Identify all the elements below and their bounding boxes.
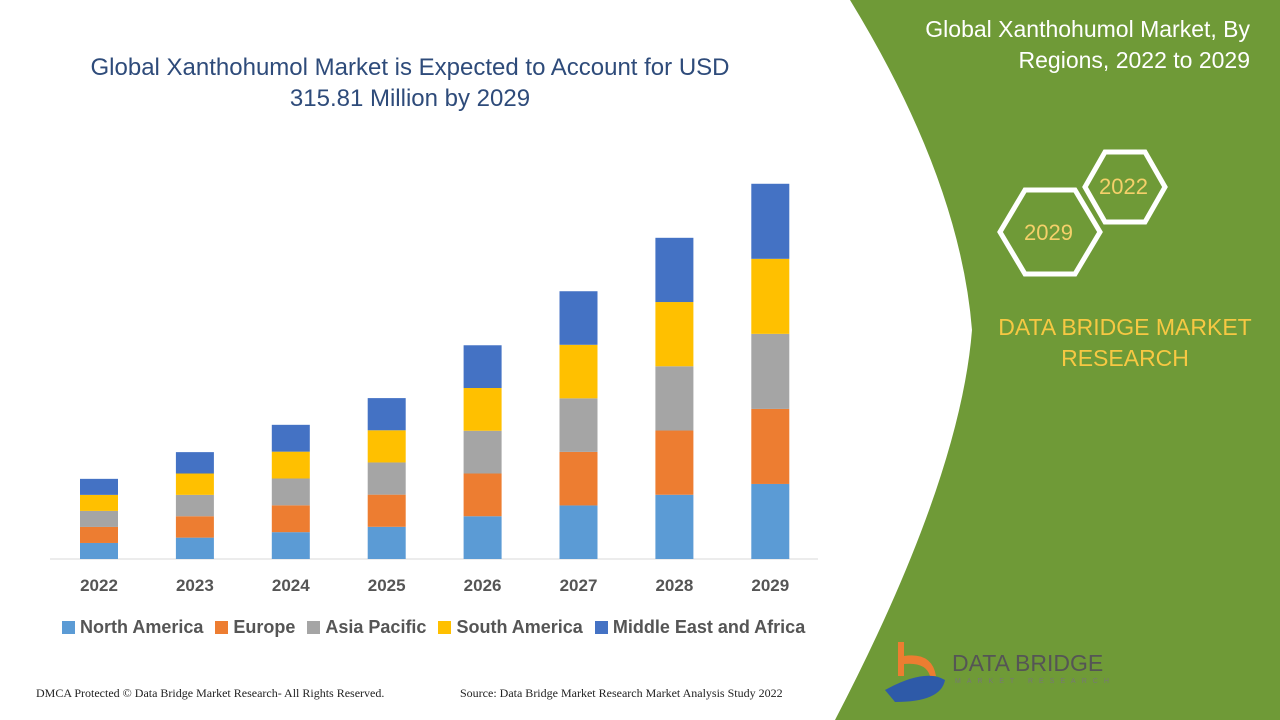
hex-2029-icon bbox=[997, 187, 1103, 277]
x-tick-label: 2022 bbox=[80, 576, 118, 595]
legend-item: Europe bbox=[215, 617, 295, 638]
bar-segment bbox=[80, 494, 118, 511]
legend-label: Asia Pacific bbox=[325, 617, 427, 637]
x-tick-label: 2028 bbox=[655, 576, 694, 595]
x-tick-label: 2025 bbox=[367, 576, 406, 595]
legend-swatch bbox=[594, 621, 608, 634]
bar-segment bbox=[80, 510, 118, 527]
x-tick-label: 2023 bbox=[175, 576, 214, 595]
bar-segment bbox=[559, 505, 598, 559]
x-tick-label: 2026 bbox=[463, 576, 502, 595]
legend-label: Middle East and Africa bbox=[612, 617, 806, 637]
bar-segment bbox=[559, 344, 598, 399]
bar-segment bbox=[751, 258, 790, 334]
bar-segment bbox=[367, 430, 406, 463]
bar-segment bbox=[655, 430, 694, 495]
legend-item: South America bbox=[438, 617, 583, 638]
footer-copyright: DMCA Protected © Data Bridge Market Rese… bbox=[36, 686, 385, 700]
x-tick-label: 2027 bbox=[559, 576, 598, 595]
bar-segment bbox=[463, 430, 502, 474]
legend: North America Europe Asia Pacific South Ame… bbox=[62, 617, 805, 638]
bar-segment bbox=[175, 452, 214, 474]
x-tick-label: 2024 bbox=[271, 576, 310, 595]
bar-segment bbox=[463, 473, 502, 517]
bar-segment bbox=[367, 526, 406, 559]
bar-segment bbox=[751, 333, 790, 409]
legend-item: Asia Pacific bbox=[307, 617, 426, 638]
bar-segment bbox=[80, 542, 118, 559]
bar-segment bbox=[655, 302, 694, 367]
bar-segment bbox=[271, 451, 310, 479]
bar-segment bbox=[367, 462, 406, 495]
bar-segment bbox=[751, 483, 790, 559]
brand-text: DATA BRIDGE MARKET RESEARCH bbox=[998, 314, 1252, 371]
hex-label-2029: 2029 bbox=[1024, 220, 1073, 245]
bar-segment bbox=[271, 532, 310, 559]
legend-swatch bbox=[215, 621, 229, 634]
bar-segment bbox=[175, 516, 214, 538]
legend-item: Middle East and Africa bbox=[594, 617, 806, 638]
bar-segment bbox=[463, 516, 502, 559]
bar-segment bbox=[367, 398, 406, 431]
bar-segment bbox=[559, 451, 598, 506]
legend-swatch bbox=[62, 621, 75, 634]
legend-swatch bbox=[438, 621, 452, 634]
bar-segment bbox=[559, 291, 598, 345]
hex-label-2022: 2022 bbox=[1099, 174, 1148, 199]
side-title: Global Xanthohumol Market, By Regions, 2… bbox=[925, 16, 1250, 73]
legend-label: South America bbox=[456, 617, 583, 637]
legend-label: Europe bbox=[233, 617, 296, 637]
footer-source: Source: Data Bridge Market Research Mark… bbox=[460, 686, 783, 700]
bar-segment bbox=[271, 505, 310, 533]
bar-segment bbox=[80, 478, 118, 495]
bar-segment bbox=[463, 345, 502, 389]
bar-segment bbox=[655, 237, 694, 303]
legend-swatch bbox=[307, 621, 321, 634]
bar-segment bbox=[367, 494, 406, 527]
green-panel bbox=[835, 0, 1280, 720]
bar-segment bbox=[463, 388, 502, 431]
chart-title: Global Xanthohumol Market is Expected to… bbox=[90, 54, 730, 112]
bar-segment bbox=[271, 424, 310, 452]
logo-subtext: MARKET RESEARCH bbox=[955, 678, 1115, 685]
x-tick-label: 2029 bbox=[751, 576, 790, 595]
bar-segment bbox=[175, 473, 214, 495]
bar-segment bbox=[655, 366, 694, 431]
bar-segment bbox=[80, 526, 118, 543]
legend-label: North America bbox=[80, 617, 204, 637]
bar-segment bbox=[655, 494, 694, 559]
bar-segment bbox=[751, 183, 790, 259]
bar-segment bbox=[559, 398, 598, 452]
bar-segment bbox=[175, 494, 214, 517]
bar-segment bbox=[175, 537, 214, 559]
bar-segment bbox=[751, 408, 790, 484]
bar-segment bbox=[271, 478, 310, 506]
legend-item: North America bbox=[62, 617, 203, 638]
logo-text: DATA BRIDGE bbox=[952, 650, 1104, 676]
logo-icon bbox=[885, 642, 945, 702]
bars bbox=[80, 183, 790, 559]
hex-2022-icon bbox=[1082, 149, 1168, 225]
